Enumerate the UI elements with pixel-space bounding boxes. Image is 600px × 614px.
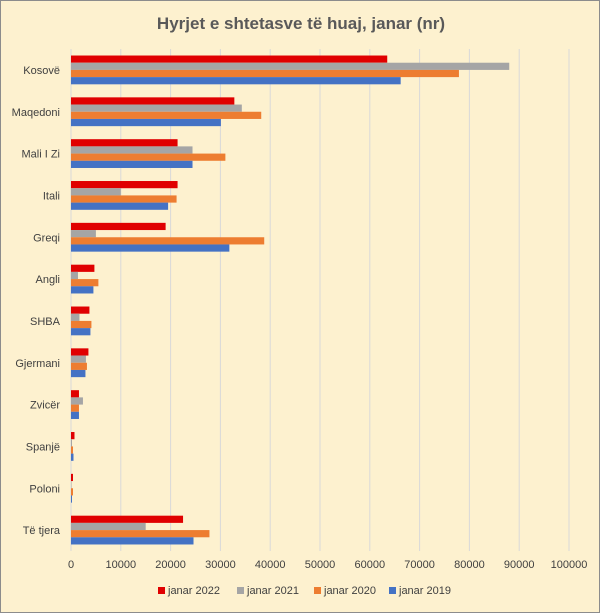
- bar: [71, 105, 242, 112]
- legend-label: janar 2019: [398, 585, 451, 597]
- bar: [71, 203, 168, 210]
- bar: [71, 244, 229, 251]
- bar: [71, 161, 193, 168]
- x-tick-label: 0: [68, 559, 74, 571]
- bar: [71, 195, 177, 202]
- bar: [71, 397, 83, 404]
- category-label: Spanjë: [26, 441, 60, 453]
- bar: [71, 530, 209, 537]
- x-tick-label: 10000: [106, 559, 137, 571]
- chart-title: Hyrjet e shtetasve të huaj, janar (nr): [157, 14, 445, 33]
- bar: [71, 370, 85, 377]
- bar: [71, 188, 121, 195]
- category-label: Angli: [36, 274, 60, 286]
- x-tick-label: 60000: [355, 559, 386, 571]
- bar: [71, 439, 72, 446]
- bar: [71, 146, 193, 153]
- bar: [71, 454, 73, 461]
- x-axis-tick-labels: 0 10000 20000 30000 40000 50000 60000 70000 8000…: [68, 559, 587, 571]
- bar: [71, 286, 93, 293]
- bar: [71, 70, 459, 77]
- bar: [71, 154, 225, 161]
- x-tick-label: 90000: [504, 559, 535, 571]
- bar: [71, 314, 79, 321]
- bar: [71, 97, 234, 104]
- bar: [71, 523, 146, 530]
- category-label: SHBA: [30, 316, 61, 328]
- x-tick-label: 40000: [255, 559, 286, 571]
- category-label: Greqi: [33, 232, 60, 244]
- bar: [71, 412, 79, 419]
- x-tick-label: 100000: [551, 559, 588, 571]
- bar: [71, 63, 509, 70]
- bars: [71, 56, 509, 545]
- bar: [71, 223, 166, 230]
- legend-label: janar 2022: [167, 585, 220, 597]
- bar: [71, 474, 73, 481]
- bar: [71, 356, 86, 363]
- legend-swatch: [158, 587, 165, 594]
- bar: [71, 390, 79, 397]
- x-tick-label: 30000: [205, 559, 236, 571]
- bar: [71, 237, 264, 244]
- bar: [71, 363, 87, 370]
- bar: [71, 495, 72, 502]
- bar: [71, 265, 94, 272]
- x-tick-label: 20000: [155, 559, 186, 571]
- legend-label: janar 2021: [246, 585, 299, 597]
- bar: [71, 112, 261, 119]
- bar: [71, 307, 89, 314]
- bar: [71, 77, 401, 84]
- category-label: Kosovë: [23, 65, 60, 77]
- bar: [71, 432, 74, 439]
- category-label: Gjermani: [15, 358, 60, 370]
- legend: janar 2022 janar 2021 janar 2020 janar 2019: [158, 585, 451, 597]
- bar: [71, 405, 79, 412]
- bar: [71, 321, 91, 328]
- x-tick-label: 70000: [404, 559, 435, 571]
- bar: [71, 328, 90, 335]
- bar: [71, 230, 96, 237]
- category-label: Mali I Zi: [22, 149, 61, 161]
- bar: [71, 181, 178, 188]
- category-label: Maqedoni: [12, 107, 60, 119]
- category-labels: Kosovë Maqedoni Mali I Zi Itali Greqi Angli SH…: [12, 65, 61, 537]
- bar: [71, 279, 98, 286]
- bar: [71, 139, 178, 146]
- legend-swatch: [237, 587, 244, 594]
- bar: [71, 56, 387, 63]
- legend-label: janar 2020: [323, 585, 376, 597]
- bar: [71, 537, 194, 544]
- category-label: Itali: [43, 190, 60, 202]
- bar: [71, 119, 221, 126]
- bar: [71, 446, 73, 453]
- bar: [71, 516, 183, 523]
- x-tick-label: 50000: [305, 559, 336, 571]
- bar: [71, 488, 73, 495]
- legend-swatch: [314, 587, 321, 594]
- category-label: Poloni: [29, 483, 60, 495]
- bar: [71, 272, 78, 279]
- category-label: Të tjera: [23, 525, 61, 537]
- legend-swatch: [389, 587, 396, 594]
- category-label: Zvicër: [30, 400, 60, 412]
- bar: [71, 348, 88, 355]
- x-tick-label: 80000: [454, 559, 485, 571]
